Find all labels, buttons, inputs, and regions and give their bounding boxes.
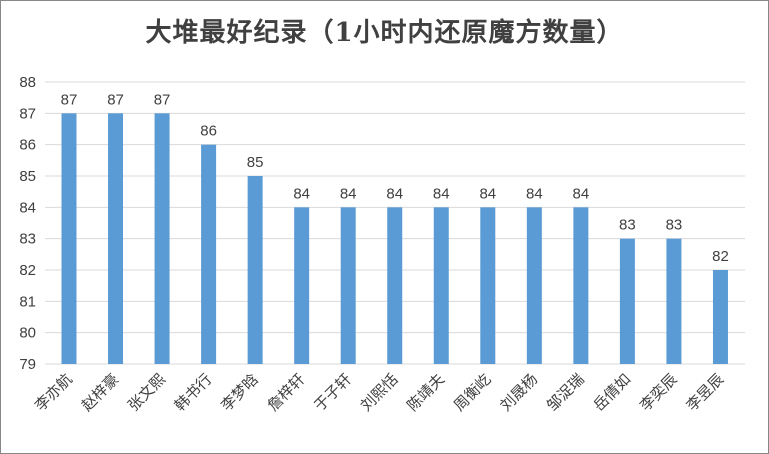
y-tick-label: 79 [19,356,36,373]
data-label: 86 [200,123,217,140]
data-label: 84 [479,185,496,202]
data-label: 87 [61,91,78,108]
x-category-label: 岳倩如 [590,370,635,415]
bar [61,113,77,364]
y-tick-label: 87 [19,105,36,122]
chart-title: 大堆最好纪录（1小时内还原魔方数量） [145,18,624,48]
data-label: 87 [107,91,124,108]
data-labels: 87 87 87 86 85 84 84 84 84 84 84 84 83 83 82 [61,91,729,265]
bar [154,113,170,364]
data-label: 84 [386,185,403,202]
bar [294,207,310,364]
x-category-label: 刘晟杨 [497,370,542,415]
x-category-label: 陈靖夫 [404,370,449,415]
data-label: 84 [340,185,357,202]
x-category-label: 刘熙恬 [357,370,402,415]
bar [712,270,728,364]
data-label: 84 [573,185,590,202]
bar [247,176,263,364]
x-category-label: 李亦航 [31,370,76,415]
bar [201,144,217,364]
y-tick-label: 80 [19,325,36,342]
x-category-label: 詹梓轩 [264,370,309,415]
y-tick-label: 83 [19,231,36,248]
bar [108,113,124,364]
y-tick-label: 82 [19,262,36,279]
bar [573,207,589,364]
data-label: 84 [526,185,543,202]
y-tick-label: 84 [19,199,36,216]
x-category-label: 李梦晗 [217,370,262,415]
x-category-label: 于子轩 [310,370,355,415]
bar [480,207,496,364]
x-category-label: 李奕辰 [636,370,681,415]
x-category-label: 张文熙 [124,370,169,415]
y-tick-label: 81 [19,293,36,310]
data-label: 87 [154,91,171,108]
y-axis-ticks: 79 80 81 82 83 84 85 86 87 88 [19,74,36,373]
bars [61,113,728,364]
x-category-label: 赵梓豪 [78,370,123,415]
data-label: 83 [619,217,636,234]
data-label: 85 [247,154,264,171]
x-category-label: 周衡屹 [450,370,495,415]
x-category-label: 李昱辰 [683,370,728,415]
y-tick-label: 88 [19,74,36,91]
bar [619,238,635,364]
bar [526,207,542,364]
bar [666,238,682,364]
data-label: 84 [293,185,310,202]
x-category-label: 韩书行 [171,370,216,415]
bar [433,207,449,364]
data-label: 82 [712,248,729,265]
data-label: 83 [666,217,683,234]
category-labels: 李亦航 赵梓豪 张文熙 韩书行 李梦晗 詹梓轩 于子轩 刘熙恬 陈靖夫 周衡屹 刘晟杨 邹浞瑞 岳倩如李… [31,370,727,415]
data-label: 84 [433,185,450,202]
bar [340,207,356,364]
bar [387,207,403,364]
y-tick-label: 86 [19,137,36,154]
y-tick-label: 85 [19,168,36,185]
x-category-label: 邹浞瑞 [543,370,588,415]
